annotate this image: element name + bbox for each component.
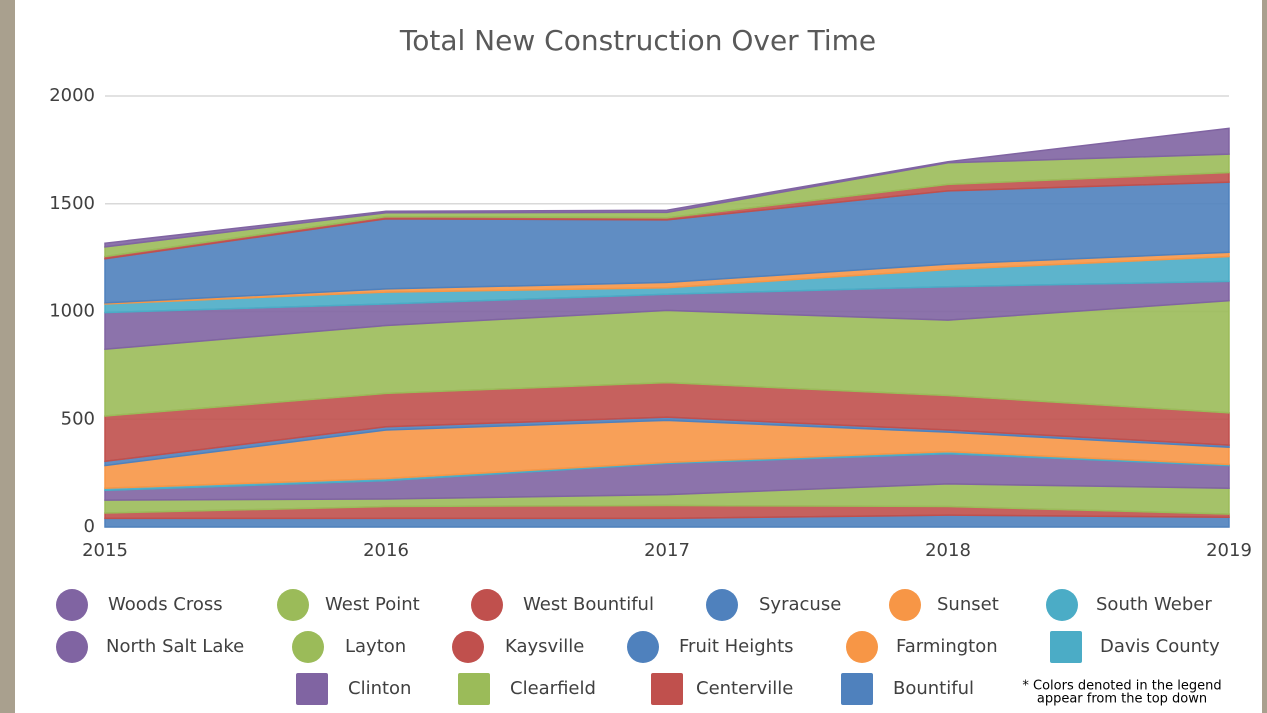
legend-marker [471, 589, 503, 621]
chart-title: Total New Construction Over Time [399, 24, 876, 57]
legend-label: North Salt Lake [106, 636, 244, 657]
legend-label: Farmington [896, 636, 998, 657]
legend-marker [1050, 631, 1082, 663]
area [104, 127, 1230, 248]
legend-marker [706, 589, 738, 621]
legend-label: South Weber [1096, 594, 1212, 615]
legend-label: West Point [325, 594, 420, 615]
legend-marker [846, 631, 878, 663]
legend-marker [627, 631, 659, 663]
legend-label: Woods Cross [108, 594, 223, 615]
y-tick-label: 1500 [49, 193, 95, 214]
legend-marker [651, 673, 683, 705]
legend-label: Clearfield [510, 678, 596, 699]
x-tick-label: 2016 [363, 540, 409, 561]
x-tick-label: 2018 [925, 540, 971, 561]
legend-marker [841, 673, 873, 705]
legend-label: Centerville [696, 678, 793, 699]
legend-label: West Bountiful [523, 594, 654, 615]
y-tick-label: 2000 [49, 85, 95, 106]
legend-label: Davis County [1100, 636, 1220, 657]
y-tick-label: 0 [84, 516, 95, 537]
y-tick-label: 500 [61, 408, 95, 429]
legend-marker [56, 631, 88, 663]
legend-label: Sunset [937, 594, 999, 615]
legend-marker [1046, 589, 1078, 621]
legend-label: Kaysville [505, 636, 584, 657]
legend-label: Fruit Heights [679, 636, 794, 657]
legend-marker [296, 673, 328, 705]
note: * Colors denoted in the legend [1022, 679, 1221, 694]
legend-label: Bountiful [893, 678, 974, 699]
note: appear from the top down [1037, 692, 1207, 707]
legend-marker [56, 589, 88, 621]
x-tick-label: 2017 [644, 540, 690, 561]
legend-marker [458, 673, 490, 705]
legend-label: Syracuse [759, 594, 841, 615]
legend-marker [277, 589, 309, 621]
legend-label: Layton [345, 636, 406, 657]
y-tick-label: 1000 [49, 301, 95, 322]
legend-marker [889, 589, 921, 621]
legend-marker [292, 631, 324, 663]
x-tick-label: 2019 [1206, 540, 1252, 561]
legend-label: Clinton [348, 678, 411, 699]
x-tick-label: 2015 [82, 540, 128, 561]
legend-marker [452, 631, 484, 663]
